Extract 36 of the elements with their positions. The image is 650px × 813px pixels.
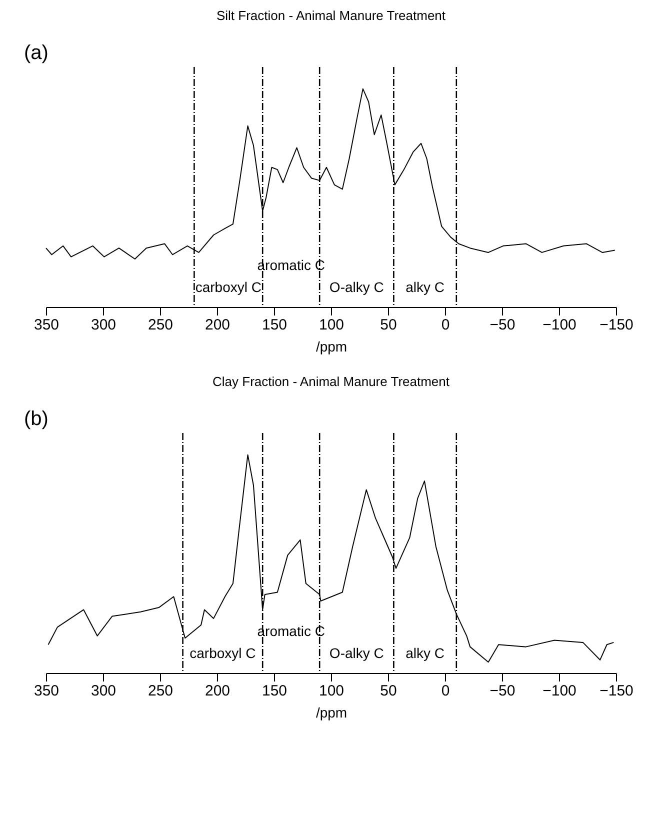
x-tick-label: 50 xyxy=(380,316,397,334)
x-tick-label: 200 xyxy=(204,316,230,334)
chart-title: Clay Fraction - Animal Manure Treatment xyxy=(212,374,450,389)
x-tick-label: 350 xyxy=(34,682,60,700)
x-axis-title: /ppm xyxy=(316,338,348,354)
x-tick-label: −100 xyxy=(542,316,576,334)
x-tick-label: −50 xyxy=(490,682,516,700)
x-tick-label: 150 xyxy=(262,316,288,334)
annotation: O-alky C xyxy=(329,645,384,661)
x-axis-title: /ppm xyxy=(316,704,348,720)
annotation: alky C xyxy=(406,279,445,295)
annotation: aromatic C xyxy=(257,623,325,639)
x-tick-label: −50 xyxy=(490,316,516,334)
x-tick-label: 0 xyxy=(441,316,450,334)
chart-title: Silt Fraction - Animal Manure Treatment xyxy=(216,8,446,23)
x-tick-label: 300 xyxy=(90,682,116,700)
annotation: carboxyl C xyxy=(195,279,262,295)
x-tick-label: 300 xyxy=(90,316,116,334)
annotation: O-alky C xyxy=(329,279,384,295)
x-tick-label: 150 xyxy=(262,682,288,700)
text: (b) xyxy=(24,408,48,430)
x-tick-label: 350 xyxy=(34,316,60,334)
x-tick-label: 50 xyxy=(380,682,397,700)
x-tick-label: 100 xyxy=(318,682,344,700)
x-tick-label: 0 xyxy=(441,682,450,700)
x-tick-label: 100 xyxy=(318,316,344,334)
x-tick-label: 250 xyxy=(148,316,174,334)
x-tick-label: 250 xyxy=(148,682,174,700)
annotation: alky C xyxy=(406,645,445,661)
x-tick-label: −100 xyxy=(542,682,576,700)
annotation: carboxyl C xyxy=(190,645,256,661)
annotation: aromatic C xyxy=(257,257,325,273)
x-tick-label: 200 xyxy=(204,682,230,700)
x-tick-label: −150 xyxy=(600,316,634,334)
x-tick-label: −150 xyxy=(600,682,634,700)
text: (a) xyxy=(24,42,48,64)
